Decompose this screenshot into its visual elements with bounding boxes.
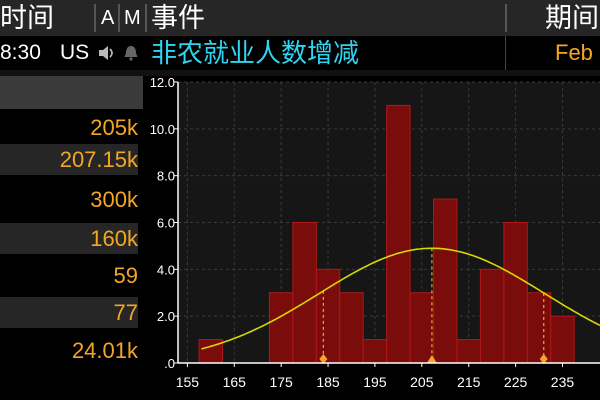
event-row[interactable]: 8:30 US 非农就业人数增减 Feb bbox=[0, 36, 600, 70]
y-tick-label: .0 bbox=[164, 356, 175, 371]
x-tick-label: 155 bbox=[176, 374, 200, 390]
histogram-bar bbox=[339, 292, 364, 364]
distribution-chart[interactable]: .0 2.0 4.0 6.0 8.0 10.0 12.0 155 165 175 185 195 20… bbox=[143, 76, 600, 400]
speaker-icon[interactable] bbox=[98, 45, 116, 61]
column-divider bbox=[505, 36, 506, 70]
bell-icon[interactable] bbox=[123, 45, 139, 61]
event-period: Feb bbox=[555, 40, 593, 65]
histogram-bar bbox=[409, 292, 435, 364]
x-tick-label: 175 bbox=[269, 374, 293, 390]
x-tick-label: 235 bbox=[551, 374, 575, 390]
column-divider bbox=[118, 4, 120, 32]
histogram-bar bbox=[526, 292, 552, 364]
histogram-bar bbox=[503, 222, 528, 364]
event-name[interactable]: 非农就业人数增减 bbox=[151, 38, 360, 68]
stats-panel: 205k 207.15k 300k 160k 59 77 24.01k bbox=[0, 76, 143, 400]
histogram-bar bbox=[456, 339, 481, 364]
stat-value: 59 bbox=[0, 260, 138, 291]
marker-diamond bbox=[319, 354, 328, 364]
header-period[interactable]: 期间 bbox=[545, 3, 599, 33]
stat-value: 24.01k bbox=[0, 335, 138, 366]
stat-value: 207.15k bbox=[0, 144, 138, 175]
histogram-bar bbox=[292, 222, 317, 364]
y-tick-label: 2.0 bbox=[157, 309, 175, 324]
histogram-bar bbox=[362, 339, 388, 364]
y-tick-label: 10.0 bbox=[150, 122, 175, 137]
stat-value: 160k bbox=[0, 223, 138, 254]
header-a[interactable]: A bbox=[101, 7, 115, 29]
x-axis-ticks: 155 165 175 185 195 205 215 225 235 bbox=[176, 363, 575, 390]
stat-value: 205k bbox=[0, 112, 138, 143]
y-tick-label: 12.0 bbox=[150, 76, 175, 90]
y-axis-ticks: .0 2.0 4.0 6.0 8.0 10.0 12.0 bbox=[150, 76, 178, 371]
marker-diamond bbox=[539, 354, 548, 364]
x-tick-label: 165 bbox=[223, 374, 247, 390]
y-tick-label: 8.0 bbox=[157, 169, 175, 184]
marker-points bbox=[319, 354, 548, 364]
column-divider bbox=[94, 4, 96, 32]
header-event[interactable]: 事件 bbox=[151, 3, 205, 33]
histogram-bar bbox=[386, 104, 411, 364]
x-tick-label: 195 bbox=[363, 374, 387, 390]
marker-droplines bbox=[322, 248, 545, 363]
histogram-bar bbox=[433, 198, 458, 364]
event-country: US bbox=[60, 41, 90, 64]
histogram-bars bbox=[198, 104, 575, 364]
event-time: 8:30 bbox=[0, 41, 41, 64]
histogram-bar bbox=[479, 268, 505, 364]
y-tick-label: 4.0 bbox=[157, 262, 175, 277]
stat-value: 300k bbox=[0, 184, 138, 215]
marker-triangle bbox=[426, 355, 437, 363]
column-divider bbox=[505, 4, 507, 32]
column-header-row: 时间 A M 事件 期间 bbox=[0, 0, 600, 36]
header-time[interactable]: 时间 bbox=[0, 3, 54, 33]
header-m[interactable]: M bbox=[124, 7, 141, 29]
x-tick-label: 225 bbox=[504, 374, 528, 390]
histogram-bar bbox=[550, 315, 575, 364]
x-tick-label: 215 bbox=[457, 374, 481, 390]
x-tick-label: 185 bbox=[316, 374, 340, 390]
separator-strip bbox=[0, 70, 600, 76]
y-tick-label: 6.0 bbox=[157, 216, 175, 231]
histogram-bar bbox=[268, 292, 294, 364]
x-tick-label: 205 bbox=[410, 374, 434, 390]
normal-curve bbox=[201, 247, 600, 350]
stats-panel-header bbox=[0, 76, 143, 109]
column-divider bbox=[145, 4, 147, 32]
stat-value: 77 bbox=[0, 297, 138, 328]
